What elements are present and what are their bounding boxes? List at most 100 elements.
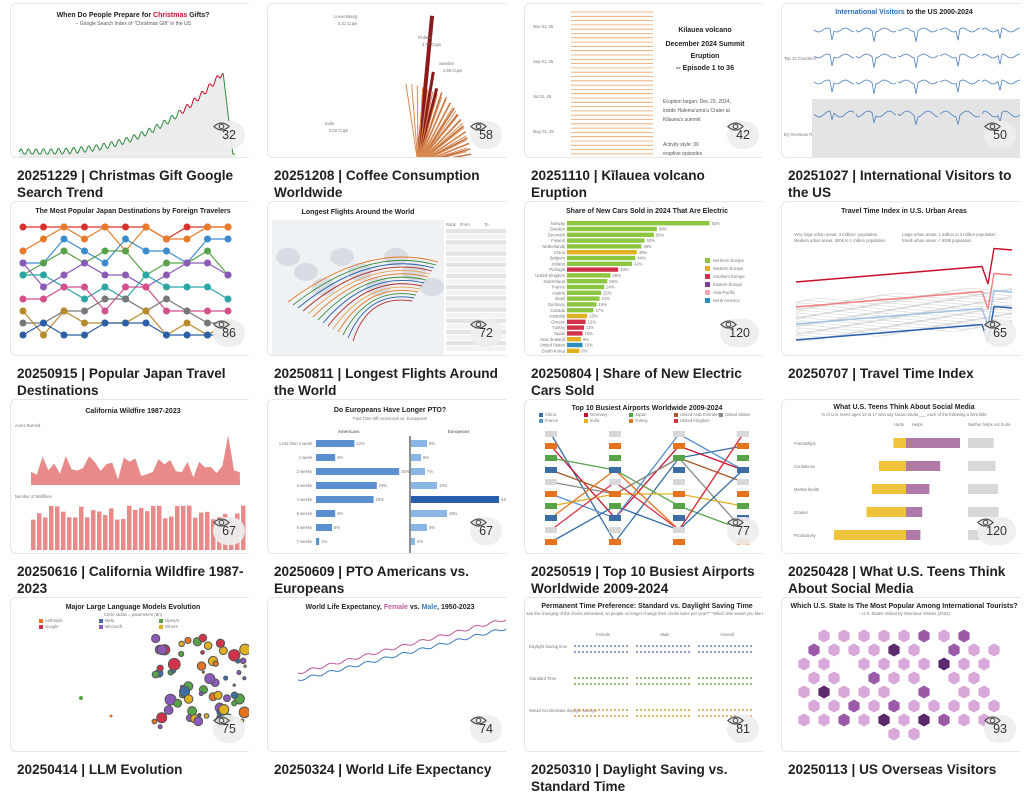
gallery-card[interactable]: Permanent Time Preference: Standard vs. …: [519, 597, 763, 794]
card-title[interactable]: 20251027 | International Visitors to the…: [788, 168, 1012, 200]
card-title[interactable]: 20250915 | Popular Japan Travel Destinat…: [17, 366, 226, 398]
gallery-card[interactable]: Travel Time Index in U.S. Urban Areas Ver…: [776, 201, 1020, 398]
card-title[interactable]: 20250310 | Daylight Saving vs. Standard …: [531, 762, 728, 794]
card-title[interactable]: 20250324 | World Life Expectancy: [274, 762, 492, 777]
gallery-card[interactable]: What U.S. Teens Think About Social Media…: [776, 399, 1020, 596]
coffee-ray: [437, 147, 468, 157]
hurts-bar: [879, 461, 906, 471]
card-title[interactable]: 20250609 | PTO Americans vs. Europeans: [274, 564, 469, 596]
card-thumbnail[interactable]: Travel Time Index in U.S. Urban Areas Ver…: [781, 201, 1020, 356]
person-icon: [668, 683, 670, 685]
person-icon: [636, 715, 638, 717]
heading-part: vs.: [408, 604, 422, 611]
card-thumbnail[interactable]: Longest Flights Around the World Rank From…: [267, 201, 506, 356]
eu-value: 8%: [429, 441, 435, 446]
thumb-subheading: Eruption: [691, 53, 720, 60]
rank-dot: [81, 331, 88, 339]
state-hex: [808, 643, 820, 657]
card-thumbnail[interactable]: Top 10 Busiest Airports Worldwide 2009-2…: [524, 399, 763, 554]
person-icon: [680, 651, 682, 653]
gallery-card[interactable]: Luxembourg 5.31 Cups Finland 3.77 Cups Swede…: [262, 3, 506, 200]
card-thumbnail[interactable]: Luxembourg 5.31 Cups Finland 3.77 Cups Swede…: [267, 3, 506, 158]
gallery-card[interactable]: Top 10 Busiest Airports Worldwide 2009-2…: [519, 399, 763, 596]
card-thumbnail[interactable]: When Do People Prepare for Christmas Gif…: [10, 3, 249, 158]
legend-label: India: [590, 418, 600, 423]
card-thumbnail[interactable]: The Most Popular Japan Destinations by F…: [10, 201, 249, 356]
card-title[interactable]: 20250804 | Share of New Electric Cars So…: [531, 366, 742, 398]
coffee-ray: [422, 110, 457, 157]
mini-trend: [897, 53, 939, 68]
person-icon: [742, 709, 744, 711]
card-thumbnail[interactable]: World Life Expectancy, Female vs. Male, …: [267, 597, 506, 752]
country-label: Belgium: [550, 256, 566, 261]
airport-box: [545, 479, 557, 485]
wildfire-bar: [157, 505, 162, 550]
legend-swatch: [705, 258, 710, 263]
legend-swatch: [39, 625, 43, 629]
card-title[interactable]: 20251110 | Kīlauea volcano Eruption: [531, 168, 705, 200]
gallery-card[interactable]: World Life Expectancy, Female vs. Male, …: [262, 597, 506, 794]
us-bar: [316, 482, 377, 489]
card-thumbnail[interactable]: Nov 01, 25 Sep 01, 25 Jul 01, 25 May 01, 25…: [524, 3, 763, 158]
table-row: [446, 251, 506, 256]
card-title[interactable]: 20251229 | Christmas Gift Google Search …: [17, 168, 234, 200]
gallery-card[interactable]: Do Europeans Have Longer PTO? Paid Time O…: [262, 399, 506, 596]
gallery-card[interactable]: The Most Popular Japan Destinations by F…: [5, 201, 249, 398]
model-bubble: [201, 670, 205, 674]
card-title[interactable]: 20251208 | Coffee Consumption Worldwide: [274, 168, 480, 200]
card-title[interactable]: 20250811 | Longest Flights Around the Wo…: [274, 366, 498, 398]
person-icon: [710, 683, 712, 685]
heading-part: Christmas: [153, 12, 187, 19]
card-thumbnail[interactable]: Permanent Time Preference: Standard vs. …: [524, 597, 763, 752]
card-thumbnail[interactable]: International Visitors to the US 2000-20…: [781, 3, 1020, 158]
person-icon: [676, 651, 678, 653]
view-count-badge: 32: [213, 121, 245, 149]
person-icon: [644, 683, 646, 685]
gallery-card[interactable]: Longest Flights Around the World Rank From…: [262, 201, 506, 398]
gallery-card[interactable]: International Visitors to the US 2000-20…: [776, 3, 1020, 200]
gallery-card[interactable]: Major Large Language Models Evolution Cir…: [5, 597, 249, 794]
gallery-card[interactable]: Which U.S. State Is The Most Popular Amo…: [776, 597, 1020, 794]
card-thumbnail[interactable]: Which U.S. State Is The Most Popular Amo…: [781, 597, 1020, 752]
us-value: 19%: [379, 483, 388, 488]
person-icon: [640, 683, 642, 685]
card-thumbnail[interactable]: Major Large Language Models Evolution Cir…: [10, 597, 249, 752]
row-label: Grades: [794, 510, 808, 515]
gallery-card[interactable]: Nov 01, 25 Sep 01, 25 Jul 01, 25 May 01, 25…: [519, 3, 763, 200]
card-title[interactable]: 20250414 | LLM Evolution: [17, 762, 183, 777]
card-title[interactable]: 20250519 | Top 10 Busiest Airports World…: [531, 564, 755, 596]
mini-trend: [813, 27, 855, 41]
person-icon: [644, 709, 646, 711]
share-bar: [567, 244, 642, 249]
card-thumbnail[interactable]: Share of New Cars Sold in 2024 That Are …: [524, 201, 763, 356]
state-hex: [858, 685, 870, 699]
card-thumbnail[interactable]: California Wildfire 1987-2023 Acres Burne…: [10, 399, 249, 554]
gallery-card[interactable]: California Wildfire 1987-2023 Acres Burne…: [5, 399, 249, 596]
coffee-ray: [421, 107, 454, 157]
rank-dot: [163, 283, 170, 291]
person-icon: [626, 677, 628, 679]
rank-dot: [163, 247, 170, 255]
card-title[interactable]: 20250428 | What U.S. Teens Think About S…: [788, 564, 1006, 596]
coffee-value: 0.02 Cups: [329, 128, 348, 133]
card-title[interactable]: 20250616 | California Wildfire 1987-2023: [17, 564, 244, 596]
rank-dot: [60, 235, 68, 243]
state-hex: [938, 713, 950, 727]
legend-label: Anthropic: [45, 618, 63, 623]
card-thumbnail[interactable]: Do Europeans Have Longer PTO? Paid Time O…: [267, 399, 506, 554]
person-icon: [684, 709, 686, 711]
view-count: 77: [736, 524, 750, 538]
flight-path: [317, 276, 427, 321]
gallery-card[interactable]: Share of New Cars Sold in 2024 That Are …: [519, 201, 763, 398]
person-icon: [574, 651, 576, 653]
card-title[interactable]: 20250707 | Travel Time Index: [788, 366, 974, 381]
card-thumbnail[interactable]: What U.S. Teens Think About Social Media…: [781, 399, 1020, 554]
card-title[interactable]: 20250113 | US Overseas Visitors: [788, 762, 997, 777]
person-icon: [668, 715, 670, 717]
view-count: 67: [222, 524, 236, 538]
gallery-card[interactable]: When Do People Prepare for Christmas Gif…: [5, 3, 249, 200]
wildfire-bar: [121, 518, 126, 550]
eye-icon: [720, 320, 738, 329]
person-icon: [714, 683, 716, 685]
person-icon: [710, 709, 712, 711]
